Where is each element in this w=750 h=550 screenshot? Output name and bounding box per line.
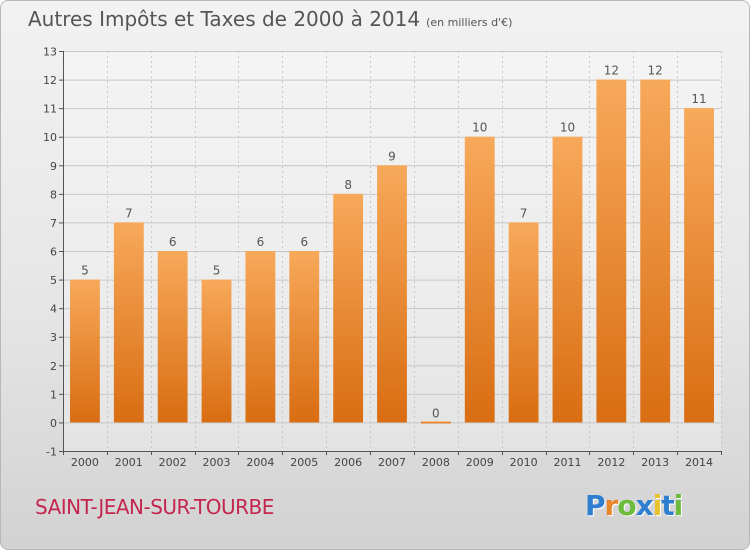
- data-label: 12: [604, 64, 619, 78]
- x-tick-label: 2000: [71, 456, 99, 469]
- bar: [157, 251, 188, 423]
- bar: [464, 136, 495, 423]
- bar: [333, 193, 364, 423]
- data-label: 8: [344, 178, 352, 192]
- data-label: 0: [432, 406, 440, 420]
- y-tick-label: 6: [50, 246, 57, 259]
- bar: [201, 279, 232, 423]
- y-tick-label: 0: [50, 417, 57, 430]
- bar: [640, 79, 671, 423]
- bar: [684, 108, 714, 423]
- data-label: 6: [300, 235, 308, 249]
- y-tick-label: 11: [43, 103, 57, 116]
- labels: 5 2000 7 2001 6 2002 5 2003 6 2004 6 2005 8 2006 9 2007…: [71, 64, 713, 469]
- x-tick-label: 2004: [246, 456, 274, 469]
- data-label: 6: [169, 235, 177, 249]
- data-label: 10: [560, 121, 575, 135]
- data-label: 6: [257, 235, 265, 249]
- y-tick-label: 5: [50, 274, 57, 287]
- data-label: 12: [648, 64, 663, 78]
- x-tick-label: 2003: [203, 456, 231, 469]
- bar: [552, 136, 583, 423]
- x-tick-label: 2009: [466, 456, 494, 469]
- x-tick-label: 2006: [334, 456, 362, 469]
- y-tick-label: 13: [43, 46, 57, 59]
- x-tick-label: 2007: [378, 456, 406, 469]
- brand-letter: i: [652, 489, 663, 522]
- x-tick-label: 2011: [553, 456, 581, 469]
- y-tick-label: 8: [50, 188, 57, 201]
- y-tick-label: 2: [50, 360, 57, 373]
- brand-letter: i: [673, 489, 684, 522]
- y-tick-label: 9: [50, 160, 57, 173]
- data-label: 11: [691, 92, 706, 106]
- bar: [508, 222, 539, 423]
- data-label: 7: [125, 206, 133, 220]
- data-label: 5: [81, 264, 89, 278]
- x-tick-label: 2010: [510, 456, 538, 469]
- brand-letter: o: [617, 489, 636, 522]
- bar: [70, 279, 100, 423]
- bar: [113, 222, 144, 423]
- y-tick-label: 7: [50, 217, 57, 230]
- y-tick-label: -1: [46, 446, 57, 459]
- data-label: 10: [472, 121, 487, 135]
- y-tick-label: 4: [50, 303, 57, 316]
- place-name: SAINT-JEAN-SUR-TOURBE: [35, 495, 274, 519]
- x-tick-label: 2013: [641, 456, 669, 469]
- bar: [377, 165, 407, 423]
- chart-title-text: Autres Impôts et Taxes de 2000 à 2014: [28, 7, 421, 31]
- chart-subtitle: (en milliers d'€): [426, 16, 513, 29]
- data-label: 5: [213, 264, 221, 278]
- x-tick-label: 2012: [597, 456, 625, 469]
- bar: [245, 251, 276, 423]
- brand-letter: P: [585, 489, 606, 522]
- brand-logo: Proxiti: [585, 489, 684, 522]
- x-tick-label: 2001: [115, 456, 143, 469]
- y-tick-label: 3: [50, 331, 57, 344]
- x-tick-label: 2008: [422, 456, 450, 469]
- y-tick-label: 12: [43, 74, 57, 87]
- bar: [289, 251, 320, 423]
- data-label: 7: [520, 206, 528, 220]
- bar: [596, 79, 627, 423]
- chart-title: Autres Impôts et Taxes de 2000 à 2014 (en…: [28, 7, 512, 31]
- x-tick-label: 2002: [159, 456, 187, 469]
- brand-letter: x: [635, 489, 654, 522]
- brand-letter: r: [604, 489, 619, 522]
- brand-letter: t: [661, 489, 674, 522]
- x-tick-label: 2005: [290, 456, 318, 469]
- y-tick-label: 10: [43, 131, 57, 144]
- y-tick-label: 1: [50, 388, 57, 401]
- data-label: 9: [388, 149, 396, 163]
- x-tick-label: 2014: [685, 456, 713, 469]
- bars: [70, 79, 714, 424]
- bar: [420, 421, 451, 424]
